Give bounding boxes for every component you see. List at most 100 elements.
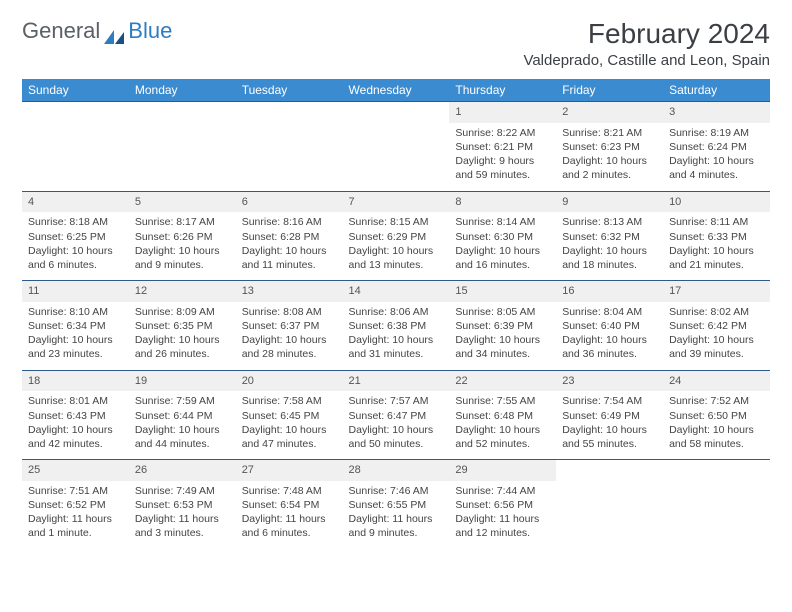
- calendar-cell: 27Sunrise: 7:48 AMSunset: 6:54 PMDayligh…: [236, 460, 343, 549]
- day-content: Sunrise: 8:17 AMSunset: 6:26 PMDaylight:…: [129, 212, 236, 280]
- day-content: Sunrise: 7:44 AMSunset: 6:56 PMDaylight:…: [449, 481, 556, 549]
- day-content: Sunrise: 7:51 AMSunset: 6:52 PMDaylight:…: [22, 481, 129, 549]
- sunrise-text: Sunrise: 8:19 AM: [669, 126, 764, 140]
- daylight-text: Daylight: 10 hours and 2 minutes.: [562, 154, 657, 182]
- daylight-text: Daylight: 9 hours and 59 minutes.: [455, 154, 550, 182]
- day-content: Sunrise: 8:01 AMSunset: 6:43 PMDaylight:…: [22, 391, 129, 459]
- calendar-cell: 29Sunrise: 7:44 AMSunset: 6:56 PMDayligh…: [449, 460, 556, 549]
- sunset-text: Sunset: 6:54 PM: [242, 498, 337, 512]
- sunset-text: Sunset: 6:52 PM: [28, 498, 123, 512]
- sunrise-text: Sunrise: 7:57 AM: [349, 394, 444, 408]
- sunrise-text: Sunrise: 7:51 AM: [28, 484, 123, 498]
- sunrise-text: Sunrise: 8:17 AM: [135, 215, 230, 229]
- day-content: Sunrise: 7:58 AMSunset: 6:45 PMDaylight:…: [236, 391, 343, 459]
- weekday-header: Monday: [129, 79, 236, 102]
- calendar-cell: 6Sunrise: 8:16 AMSunset: 6:28 PMDaylight…: [236, 191, 343, 281]
- daylight-text: Daylight: 11 hours and 12 minutes.: [455, 512, 550, 540]
- daylight-text: Daylight: 11 hours and 9 minutes.: [349, 512, 444, 540]
- calendar-cell: 23Sunrise: 7:54 AMSunset: 6:49 PMDayligh…: [556, 370, 663, 460]
- calendar-cell: 4Sunrise: 8:18 AMSunset: 6:25 PMDaylight…: [22, 191, 129, 281]
- sunset-text: Sunset: 6:25 PM: [28, 230, 123, 244]
- weekday-header: Friday: [556, 79, 663, 102]
- day-number: 21: [343, 371, 450, 392]
- day-number: 10: [663, 192, 770, 213]
- day-number: 24: [663, 371, 770, 392]
- weekday-header: Sunday: [22, 79, 129, 102]
- sunset-text: Sunset: 6:35 PM: [135, 319, 230, 333]
- day-content: Sunrise: 8:14 AMSunset: 6:30 PMDaylight:…: [449, 212, 556, 280]
- calendar-cell: 20Sunrise: 7:58 AMSunset: 6:45 PMDayligh…: [236, 370, 343, 460]
- calendar-cell: 11Sunrise: 8:10 AMSunset: 6:34 PMDayligh…: [22, 281, 129, 371]
- daylight-text: Daylight: 10 hours and 31 minutes.: [349, 333, 444, 361]
- day-number: 22: [449, 371, 556, 392]
- sunset-text: Sunset: 6:34 PM: [28, 319, 123, 333]
- daylight-text: Daylight: 10 hours and 16 minutes.: [455, 244, 550, 272]
- month-title: February 2024: [523, 18, 770, 50]
- brand-blue: Blue: [128, 18, 172, 44]
- daylight-text: Daylight: 10 hours and 47 minutes.: [242, 423, 337, 451]
- sunrise-text: Sunrise: 7:59 AM: [135, 394, 230, 408]
- sunrise-text: Sunrise: 8:01 AM: [28, 394, 123, 408]
- day-content: Sunrise: 8:09 AMSunset: 6:35 PMDaylight:…: [129, 302, 236, 370]
- day-number: 8: [449, 192, 556, 213]
- sunset-text: Sunset: 6:21 PM: [455, 140, 550, 154]
- brand-sail-icon: [104, 24, 124, 38]
- sunset-text: Sunset: 6:49 PM: [562, 409, 657, 423]
- daylight-text: Daylight: 10 hours and 11 minutes.: [242, 244, 337, 272]
- sunrise-text: Sunrise: 8:06 AM: [349, 305, 444, 319]
- sunrise-text: Sunrise: 8:13 AM: [562, 215, 657, 229]
- calendar-cell: 1Sunrise: 8:22 AMSunset: 6:21 PMDaylight…: [449, 102, 556, 192]
- sunrise-text: Sunrise: 8:09 AM: [135, 305, 230, 319]
- calendar-cell: [663, 460, 770, 549]
- day-number: 27: [236, 460, 343, 481]
- daylight-text: Daylight: 10 hours and 4 minutes.: [669, 154, 764, 182]
- day-number: 12: [129, 281, 236, 302]
- day-content: Sunrise: 8:08 AMSunset: 6:37 PMDaylight:…: [236, 302, 343, 370]
- calendar-cell: 26Sunrise: 7:49 AMSunset: 6:53 PMDayligh…: [129, 460, 236, 549]
- day-number: 29: [449, 460, 556, 481]
- daylight-text: Daylight: 10 hours and 26 minutes.: [135, 333, 230, 361]
- day-content: Sunrise: 8:06 AMSunset: 6:38 PMDaylight:…: [343, 302, 450, 370]
- calendar-cell: [236, 102, 343, 192]
- calendar-cell: 17Sunrise: 8:02 AMSunset: 6:42 PMDayligh…: [663, 281, 770, 371]
- day-content: Sunrise: 8:19 AMSunset: 6:24 PMDaylight:…: [663, 123, 770, 191]
- sunset-text: Sunset: 6:28 PM: [242, 230, 337, 244]
- sunrise-text: Sunrise: 8:22 AM: [455, 126, 550, 140]
- calendar-cell: 25Sunrise: 7:51 AMSunset: 6:52 PMDayligh…: [22, 460, 129, 549]
- daylight-text: Daylight: 10 hours and 39 minutes.: [669, 333, 764, 361]
- calendar-cell: [556, 460, 663, 549]
- day-number: 18: [22, 371, 129, 392]
- daylight-text: Daylight: 10 hours and 50 minutes.: [349, 423, 444, 451]
- calendar-head: SundayMondayTuesdayWednesdayThursdayFrid…: [22, 79, 770, 102]
- sunset-text: Sunset: 6:47 PM: [349, 409, 444, 423]
- sunrise-text: Sunrise: 8:11 AM: [669, 215, 764, 229]
- sunrise-text: Sunrise: 7:55 AM: [455, 394, 550, 408]
- calendar-cell: 5Sunrise: 8:17 AMSunset: 6:26 PMDaylight…: [129, 191, 236, 281]
- daylight-text: Daylight: 10 hours and 44 minutes.: [135, 423, 230, 451]
- calendar-cell: 14Sunrise: 8:06 AMSunset: 6:38 PMDayligh…: [343, 281, 450, 371]
- daylight-text: Daylight: 10 hours and 13 minutes.: [349, 244, 444, 272]
- calendar-week: 1Sunrise: 8:22 AMSunset: 6:21 PMDaylight…: [22, 102, 770, 192]
- calendar-cell: 13Sunrise: 8:08 AMSunset: 6:37 PMDayligh…: [236, 281, 343, 371]
- daylight-text: Daylight: 10 hours and 58 minutes.: [669, 423, 764, 451]
- day-number: 25: [22, 460, 129, 481]
- day-content: Sunrise: 8:15 AMSunset: 6:29 PMDaylight:…: [343, 212, 450, 280]
- sunrise-text: Sunrise: 8:18 AM: [28, 215, 123, 229]
- day-content: Sunrise: 8:22 AMSunset: 6:21 PMDaylight:…: [449, 123, 556, 191]
- day-content: Sunrise: 7:59 AMSunset: 6:44 PMDaylight:…: [129, 391, 236, 459]
- day-content: Sunrise: 8:18 AMSunset: 6:25 PMDaylight:…: [22, 212, 129, 280]
- day-number: 26: [129, 460, 236, 481]
- day-content: Sunrise: 7:52 AMSunset: 6:50 PMDaylight:…: [663, 391, 770, 459]
- day-number: 7: [343, 192, 450, 213]
- calendar-cell: [22, 102, 129, 192]
- sunset-text: Sunset: 6:42 PM: [669, 319, 764, 333]
- daylight-text: Daylight: 10 hours and 6 minutes.: [28, 244, 123, 272]
- day-content: Sunrise: 8:04 AMSunset: 6:40 PMDaylight:…: [556, 302, 663, 370]
- sunset-text: Sunset: 6:44 PM: [135, 409, 230, 423]
- calendar-cell: 8Sunrise: 8:14 AMSunset: 6:30 PMDaylight…: [449, 191, 556, 281]
- weekday-header: Wednesday: [343, 79, 450, 102]
- calendar-cell: 15Sunrise: 8:05 AMSunset: 6:39 PMDayligh…: [449, 281, 556, 371]
- calendar-cell: 24Sunrise: 7:52 AMSunset: 6:50 PMDayligh…: [663, 370, 770, 460]
- sunrise-text: Sunrise: 7:52 AM: [669, 394, 764, 408]
- day-content: Sunrise: 8:13 AMSunset: 6:32 PMDaylight:…: [556, 212, 663, 280]
